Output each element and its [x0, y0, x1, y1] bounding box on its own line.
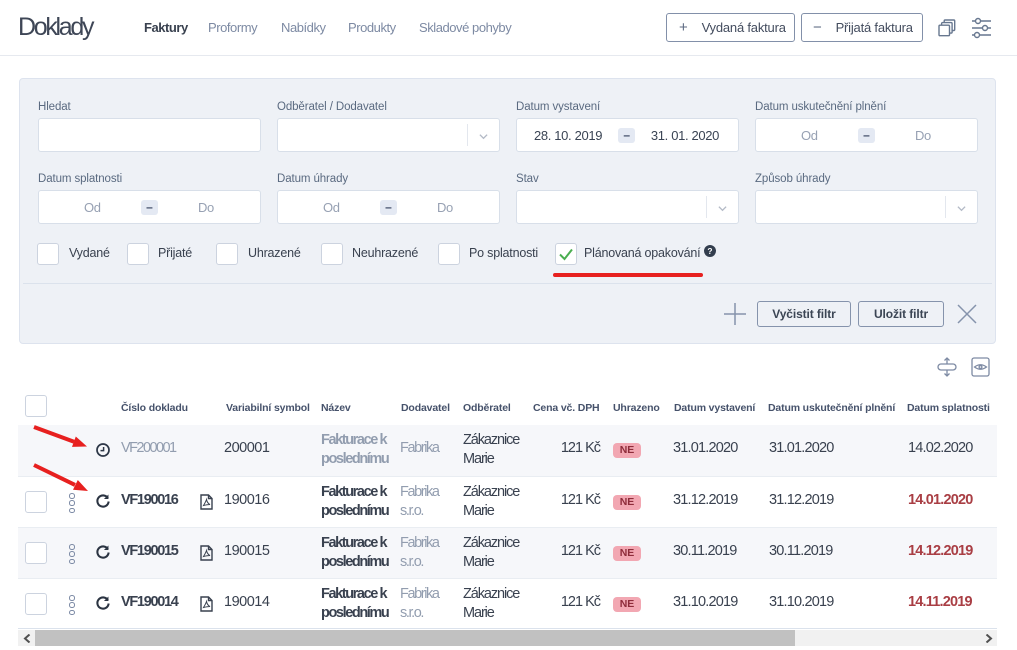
svg-text:?: ?	[707, 246, 712, 256]
